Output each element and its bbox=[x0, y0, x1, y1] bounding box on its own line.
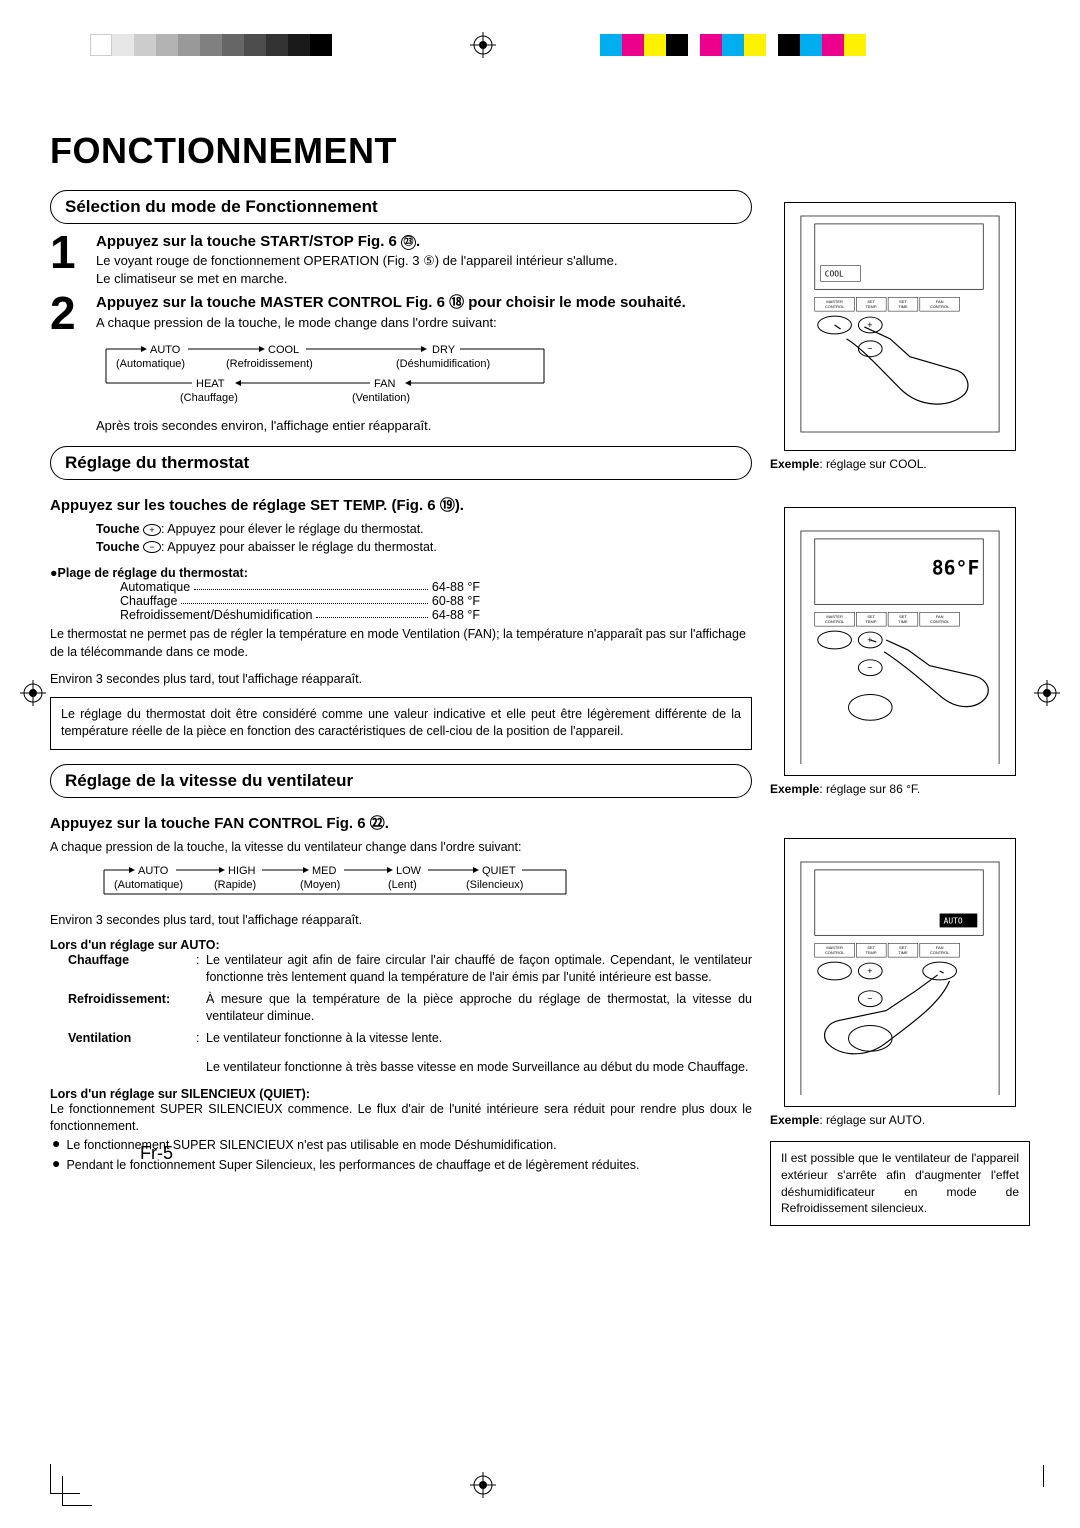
body-text: A chaque pression de la touche, la vites… bbox=[50, 839, 752, 857]
svg-text:86°F: 86°F bbox=[932, 557, 980, 580]
step-lead: Appuyez sur les touches de réglage SET T… bbox=[50, 494, 752, 515]
svg-text:CONTROL: CONTROL bbox=[930, 619, 950, 624]
definition-row: Ventilation:Le ventilateur fonctionne à … bbox=[68, 1030, 752, 1048]
step-lead: Appuyez sur la touche FAN CONTROL Fig. 6… bbox=[50, 812, 752, 833]
main-column: Sélection du mode de Fonctionnement 1 Ap… bbox=[50, 190, 752, 1234]
registration-mark-icon bbox=[20, 680, 46, 706]
svg-text:FAN: FAN bbox=[374, 378, 395, 390]
svg-text:(Chauffage): (Chauffage) bbox=[180, 392, 238, 404]
table-row: Chauffage60-88 °F bbox=[120, 594, 480, 608]
svg-text:DRY: DRY bbox=[432, 344, 456, 356]
definition-row: Le ventilateur fonctionne à très basse v… bbox=[68, 1051, 752, 1077]
body-text: Le fonctionnement SUPER SILENCIEUX comme… bbox=[50, 1101, 752, 1136]
subheading: ●Plage de réglage du thermostat: bbox=[50, 566, 752, 580]
svg-text:CONTROL: CONTROL bbox=[930, 304, 950, 309]
svg-text:HIGH: HIGH bbox=[228, 865, 256, 877]
remote-figure: AUTO MASTERCONTROL SETTEMP. SETTIME FANC… bbox=[784, 838, 1016, 1107]
svg-text:(Refroidissement): (Refroidissement) bbox=[226, 358, 313, 370]
step-lead: Appuyez sur la touche START/STOP Fig. 6 … bbox=[96, 232, 752, 252]
svg-text:AUTO: AUTO bbox=[944, 916, 963, 925]
step-number: 2 bbox=[50, 293, 86, 334]
svg-text:CONTROL: CONTROL bbox=[825, 950, 845, 955]
mode-flow-diagram: AUTO COOL DRY (Automatique) (Refroidisse… bbox=[96, 341, 576, 411]
table-row: Refroidissement/Déshumidification64-88 °… bbox=[120, 608, 480, 622]
body-text: Environ 3 secondes plus tard, tout l'aff… bbox=[50, 671, 752, 689]
remote-figure: 86°F MASTERCONTROL SETTEMP. SETTIME FANC… bbox=[784, 507, 1016, 776]
note-box: Il est possible que le ventilateur de l'… bbox=[770, 1141, 1030, 1226]
note-box: Le réglage du thermostat doit être consi… bbox=[50, 697, 752, 750]
svg-text:(Automatique): (Automatique) bbox=[116, 358, 185, 370]
section-header: Réglage de la vitesse du ventilateur bbox=[50, 764, 752, 798]
svg-text:TEMP.: TEMP. bbox=[865, 304, 877, 309]
table-row: Automatique64-88 °F bbox=[120, 580, 480, 594]
svg-text:LOW: LOW bbox=[396, 865, 422, 877]
svg-text:HEAT: HEAT bbox=[196, 378, 225, 390]
svg-text:(Déshumidification): (Déshumidification) bbox=[396, 358, 490, 370]
svg-text:−: − bbox=[867, 994, 872, 1004]
side-column: COOL MASTERCONTROL SETTEMP. SETTIME FANC… bbox=[770, 190, 1030, 1234]
figure-caption: Exemple: réglage sur COOL. bbox=[770, 457, 1030, 471]
svg-text:AUTO: AUTO bbox=[150, 344, 181, 356]
section-header: Sélection du mode de Fonctionnement bbox=[50, 190, 752, 224]
svg-text:MED: MED bbox=[312, 865, 337, 877]
svg-text:+: + bbox=[867, 966, 872, 976]
crop-mark bbox=[1043, 1465, 1044, 1487]
body-text: Touche +: Appuyez pour élever le réglage… bbox=[96, 521, 752, 539]
svg-text:(Moyen): (Moyen) bbox=[300, 879, 340, 891]
figure-caption: Exemple: réglage sur AUTO. bbox=[770, 1113, 1030, 1127]
body-text: Le thermostat ne permet pas de régler la… bbox=[50, 626, 752, 661]
svg-text:TEMP.: TEMP. bbox=[865, 619, 877, 624]
svg-text:(Silencieux): (Silencieux) bbox=[466, 879, 523, 891]
fan-flow-diagram: AUTO HIGH MED LOW QUIET (Automatique) (R… bbox=[96, 860, 596, 908]
body-text: Le voyant rouge de fonctionnement OPERAT… bbox=[96, 252, 752, 270]
remote-figure: COOL MASTERCONTROL SETTEMP. SETTIME FANC… bbox=[784, 202, 1016, 451]
step-number: 1 bbox=[50, 232, 86, 287]
definition-row: Refroidissement:À mesure que la températ… bbox=[68, 991, 752, 1026]
svg-text:CONTROL: CONTROL bbox=[930, 950, 950, 955]
svg-text:TIME: TIME bbox=[898, 619, 908, 624]
section-header: Réglage du thermostat bbox=[50, 446, 752, 480]
body-text: Le climatiseur se met en marche. bbox=[96, 270, 752, 288]
svg-text:(Automatique): (Automatique) bbox=[114, 879, 183, 891]
body-text: Environ 3 secondes plus tard, tout l'aff… bbox=[50, 912, 752, 930]
crop-mark bbox=[62, 1476, 92, 1506]
svg-text:TIME: TIME bbox=[898, 950, 908, 955]
registration-mark-icon bbox=[1034, 680, 1060, 706]
svg-text:−: − bbox=[867, 344, 872, 354]
svg-text:AUTO: AUTO bbox=[138, 865, 169, 877]
svg-text:QUIET: QUIET bbox=[482, 865, 516, 877]
svg-text:CONTROL: CONTROL bbox=[825, 304, 845, 309]
subheading: Lors d'un réglage sur SILENCIEUX (QUIET)… bbox=[50, 1087, 752, 1101]
svg-text:−: − bbox=[867, 663, 872, 673]
body-text: A chaque pression de la touche, le mode … bbox=[96, 314, 752, 332]
page-title: FONCTIONNEMENT bbox=[50, 130, 1030, 172]
svg-text:(Rapide): (Rapide) bbox=[214, 879, 256, 891]
body-text: Après trois secondes environ, l'affichag… bbox=[96, 417, 752, 435]
svg-text:COOL: COOL bbox=[268, 344, 299, 356]
registration-mark-icon bbox=[470, 1472, 496, 1498]
body-text: Touche −: Appuyez pour abaisser le régla… bbox=[96, 539, 752, 557]
figure-caption: Exemple: réglage sur 86 °F. bbox=[770, 782, 1030, 796]
step-lead: Appuyez sur la touche MASTER CONTROL Fig… bbox=[96, 293, 752, 313]
svg-text:CONTROL: CONTROL bbox=[825, 619, 845, 624]
svg-text:(Lent): (Lent) bbox=[388, 879, 417, 891]
svg-text:TEMP.: TEMP. bbox=[865, 950, 877, 955]
page-number: Fr-5 bbox=[140, 1143, 173, 1164]
subheading: Lors d'un réglage sur AUTO: bbox=[50, 938, 752, 952]
svg-text:TIME: TIME bbox=[898, 304, 908, 309]
definition-row: Chauffage:Le ventilateur agit afin de fa… bbox=[68, 952, 752, 987]
svg-text:COOL: COOL bbox=[825, 269, 844, 278]
svg-text:(Ventilation): (Ventilation) bbox=[352, 392, 410, 404]
